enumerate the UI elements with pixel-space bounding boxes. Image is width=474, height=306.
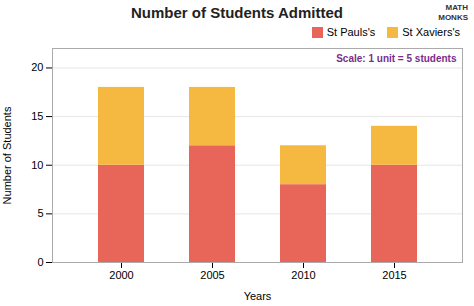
svg-text:Years: Years <box>244 290 272 302</box>
html-text:MATH: MATH <box>445 3 468 12</box>
svg-text:2015: 2015 <box>382 269 406 281</box>
html-text:MONKS: MONKS <box>438 12 468 22</box>
svg-text:Scale: 1 unit = 5 students: Scale: 1 unit = 5 students <box>336 53 457 64</box>
svg-text:20: 20 <box>31 61 43 73</box>
svg-text:5: 5 <box>37 207 43 219</box>
svg-text:15: 15 <box>31 110 43 122</box>
html-text:Number of Students Admitted: Number of Students Admitted <box>131 4 343 21</box>
html-text:St Pauls's: St Pauls's <box>326 26 376 38</box>
html-text:St Xaviers's: St Xaviers's <box>402 26 460 38</box>
svg-text:0: 0 <box>37 256 43 268</box>
svg-text:10: 10 <box>31 159 43 171</box>
svg-text:2010: 2010 <box>291 269 315 281</box>
svg-text:2005: 2005 <box>200 269 224 281</box>
svg-text:2000: 2000 <box>109 269 133 281</box>
svg-text:Number of Students: Number of Students <box>1 106 13 204</box>
